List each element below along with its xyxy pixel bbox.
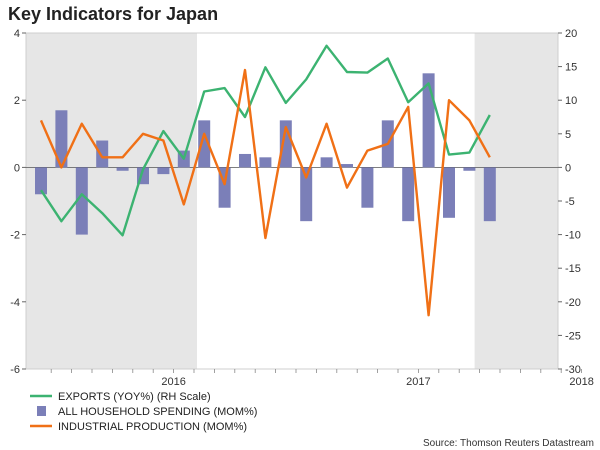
right-tick-label: 15 (565, 62, 577, 74)
left-tick-label: 0 (14, 162, 20, 174)
spending-bar-2016-03 (116, 167, 129, 171)
spending-bar-2017-08 (463, 167, 476, 171)
legend-swatch-spending (37, 406, 46, 416)
chart-title: Key Indicators for Japan (8, 4, 219, 24)
x-year-label: 2018 (569, 376, 593, 388)
spending-bar-2016-01 (75, 167, 88, 235)
right-tick-label: -25 (565, 330, 581, 342)
series-lines (39, 44, 491, 317)
spending-bar-2017-01 (320, 157, 333, 168)
legend-label: INDUSTRIAL PRODUCTION (MOM%) (58, 421, 247, 433)
spending-bar-2017-03 (361, 167, 374, 208)
left-tick-label: 2 (14, 95, 20, 107)
right-tick-label: 10 (565, 95, 577, 107)
spending-bar-2016-09 (239, 153, 251, 168)
left-tick-label: -6 (10, 364, 20, 376)
x-year-label: 2017 (406, 376, 430, 388)
spending-bar-2017-05 (402, 167, 415, 222)
spending-bar-2016-05 (157, 167, 170, 175)
right-tick-label: -20 (565, 297, 581, 309)
right-tick-label: -30 (565, 364, 581, 376)
right-tick-label: 5 (565, 129, 571, 141)
legend-label: EXPORTS (YOY%) (RH Scale) (58, 391, 211, 403)
industrial-production-line (39, 68, 491, 317)
spending-bar-2016-07 (198, 120, 211, 168)
source-note: Source: Thomson Reuters Datastream (423, 438, 594, 449)
legend: EXPORTS (YOY%) (RH Scale) ALL HOUSEHOLD S… (30, 391, 257, 433)
right-tick-label: 20 (565, 28, 577, 40)
spending-bar-2015-11 (35, 167, 47, 195)
spending-bar-2016-10 (259, 157, 272, 168)
shaded-regions (26, 33, 558, 369)
spending-bar-2015-12 (55, 110, 68, 168)
right-tick-label: -10 (565, 230, 581, 242)
spending-bar-2016-12 (300, 167, 313, 222)
right-tick-label: 0 (565, 162, 571, 174)
shaded-period-0 (26, 33, 197, 369)
right-tick-label: -5 (565, 196, 575, 208)
spending-bar-2017-07 (443, 167, 455, 218)
exports-line (39, 44, 491, 237)
spending-bar-2016-02 (96, 140, 109, 168)
spending-bar-2017-02 (341, 164, 353, 168)
left-tick-label: -2 (10, 230, 20, 242)
x-year-label: 2016 (161, 376, 185, 388)
spending-bar-2017-09 (483, 167, 496, 222)
left-tick-label: 4 (14, 28, 20, 40)
right-tick-label: -15 (565, 263, 581, 275)
legend-label: ALL HOUSEHOLD SPENDING (MOM%) (58, 406, 257, 418)
left-tick-label: -4 (10, 297, 20, 309)
